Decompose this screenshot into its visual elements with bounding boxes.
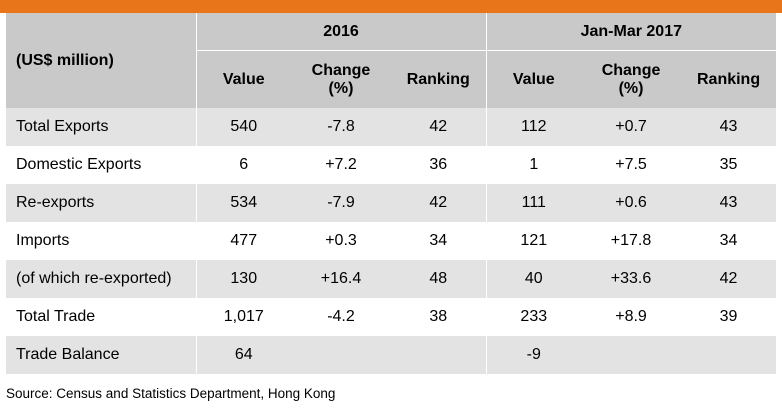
cell-value-2016: 1,017 [195, 298, 291, 336]
table-row: Imports 477 +0.3 34 121 +17.8 34 [6, 222, 777, 260]
source-note: Source: Census and Statistics Department… [6, 386, 336, 401]
cell-change-2017: +33.6 [581, 260, 682, 298]
cell-ranking-2016: 36 [391, 146, 487, 184]
cell-value-2016: 6 [195, 146, 291, 184]
table-row: (of which re-exported) 130 +16.4 48 40 +… [6, 260, 777, 298]
cell-change-2017 [581, 336, 682, 374]
col-header-value-2017: Value [485, 50, 582, 108]
row-label: Imports [6, 222, 196, 260]
group-header-2017: Jan-Mar 2017 [485, 13, 777, 51]
cell-value-2017: 233 [485, 298, 582, 336]
cell-value-2017: 40 [485, 260, 582, 298]
table-row: Re-exports 534 -7.9 42 111 +0.6 43 [6, 184, 777, 222]
table-row: Domestic Exports 6 +7.2 36 1 +7.5 35 [6, 146, 777, 184]
col-header-change-2017: Change (%) [581, 50, 682, 108]
cell-change-2016: -4.2 [291, 298, 391, 336]
row-label: (of which re-exported) [6, 260, 196, 298]
col-header-ranking-2017: Ranking [681, 50, 777, 108]
trade-table: (US$ million) 2016 Jan-Mar 2017 Value Ch… [6, 13, 777, 374]
cell-value-2017: 112 [485, 108, 582, 146]
cell-value-2016: 64 [195, 336, 291, 374]
row-label: Trade Balance [6, 336, 196, 374]
cell-ranking-2017: 43 [681, 108, 777, 146]
cell-change-2017: +0.7 [581, 108, 682, 146]
cell-change-2017: +8.9 [581, 298, 682, 336]
table-row: Total Trade 1,017 -4.2 38 233 +8.9 39 [6, 298, 777, 336]
cell-ranking-2016: 48 [391, 260, 487, 298]
cell-ranking-2016: 38 [391, 298, 487, 336]
unit-label: (US$ million) [6, 13, 196, 108]
cell-change-2016 [291, 336, 391, 374]
cell-ranking-2017: 42 [681, 260, 777, 298]
cell-value-2017: -9 [485, 336, 582, 374]
cell-ranking-2017: 34 [681, 222, 777, 260]
cell-change-2016: +0.3 [291, 222, 391, 260]
cell-change-2017: +17.8 [581, 222, 682, 260]
cell-change-2017: +0.6 [581, 184, 682, 222]
cell-ranking-2016: 42 [391, 108, 487, 146]
top-accent-bar [0, 0, 782, 13]
cell-change-2016: +7.2 [291, 146, 391, 184]
cell-change-2017: +7.5 [581, 146, 682, 184]
cell-value-2016: 477 [195, 222, 291, 260]
col-header-change-2016: Change (%) [291, 50, 391, 108]
cell-value-2016: 540 [195, 108, 291, 146]
cell-ranking-2017 [681, 336, 777, 374]
row-label: Re-exports [6, 184, 196, 222]
cell-change-2016: -7.8 [291, 108, 391, 146]
row-label: Total Exports [6, 108, 196, 146]
cell-value-2016: 534 [195, 184, 291, 222]
cell-ranking-2017: 39 [681, 298, 777, 336]
cell-ranking-2016 [391, 336, 487, 374]
cell-ranking-2016: 34 [391, 222, 487, 260]
cell-change-2016: +16.4 [291, 260, 391, 298]
cell-ranking-2016: 42 [391, 184, 487, 222]
col-header-value-2016: Value [195, 50, 291, 108]
cell-change-2016: -7.9 [291, 184, 391, 222]
group-header-2016: 2016 [195, 13, 487, 51]
cell-value-2017: 121 [485, 222, 582, 260]
cell-value-2017: 1 [485, 146, 582, 184]
cell-ranking-2017: 35 [681, 146, 777, 184]
row-label: Total Trade [6, 298, 196, 336]
table-row: Trade Balance 64 -9 [6, 336, 777, 374]
cell-value-2017: 111 [485, 184, 582, 222]
table-row: Total Exports 540 -7.8 42 112 +0.7 43 [6, 108, 777, 146]
col-header-ranking-2016: Ranking [391, 50, 487, 108]
cell-ranking-2017: 43 [681, 184, 777, 222]
row-label: Domestic Exports [6, 146, 196, 184]
cell-value-2016: 130 [195, 260, 291, 298]
